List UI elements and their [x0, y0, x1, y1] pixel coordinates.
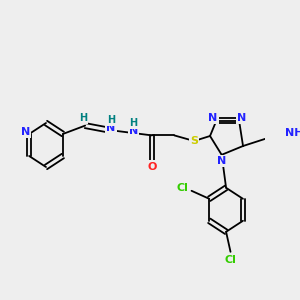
Text: H: H: [79, 112, 87, 123]
Text: S: S: [190, 136, 198, 146]
Text: N: N: [217, 156, 226, 166]
Text: O: O: [147, 162, 157, 172]
Text: N: N: [129, 126, 138, 136]
Text: Cl: Cl: [177, 183, 189, 193]
Text: N: N: [237, 113, 246, 123]
Text: Cl: Cl: [225, 255, 236, 265]
Text: N: N: [106, 123, 116, 133]
Text: NH: NH: [285, 128, 300, 138]
Text: N: N: [208, 113, 218, 123]
Text: H: H: [107, 115, 115, 125]
Text: H: H: [129, 118, 137, 128]
Text: N: N: [21, 127, 30, 137]
